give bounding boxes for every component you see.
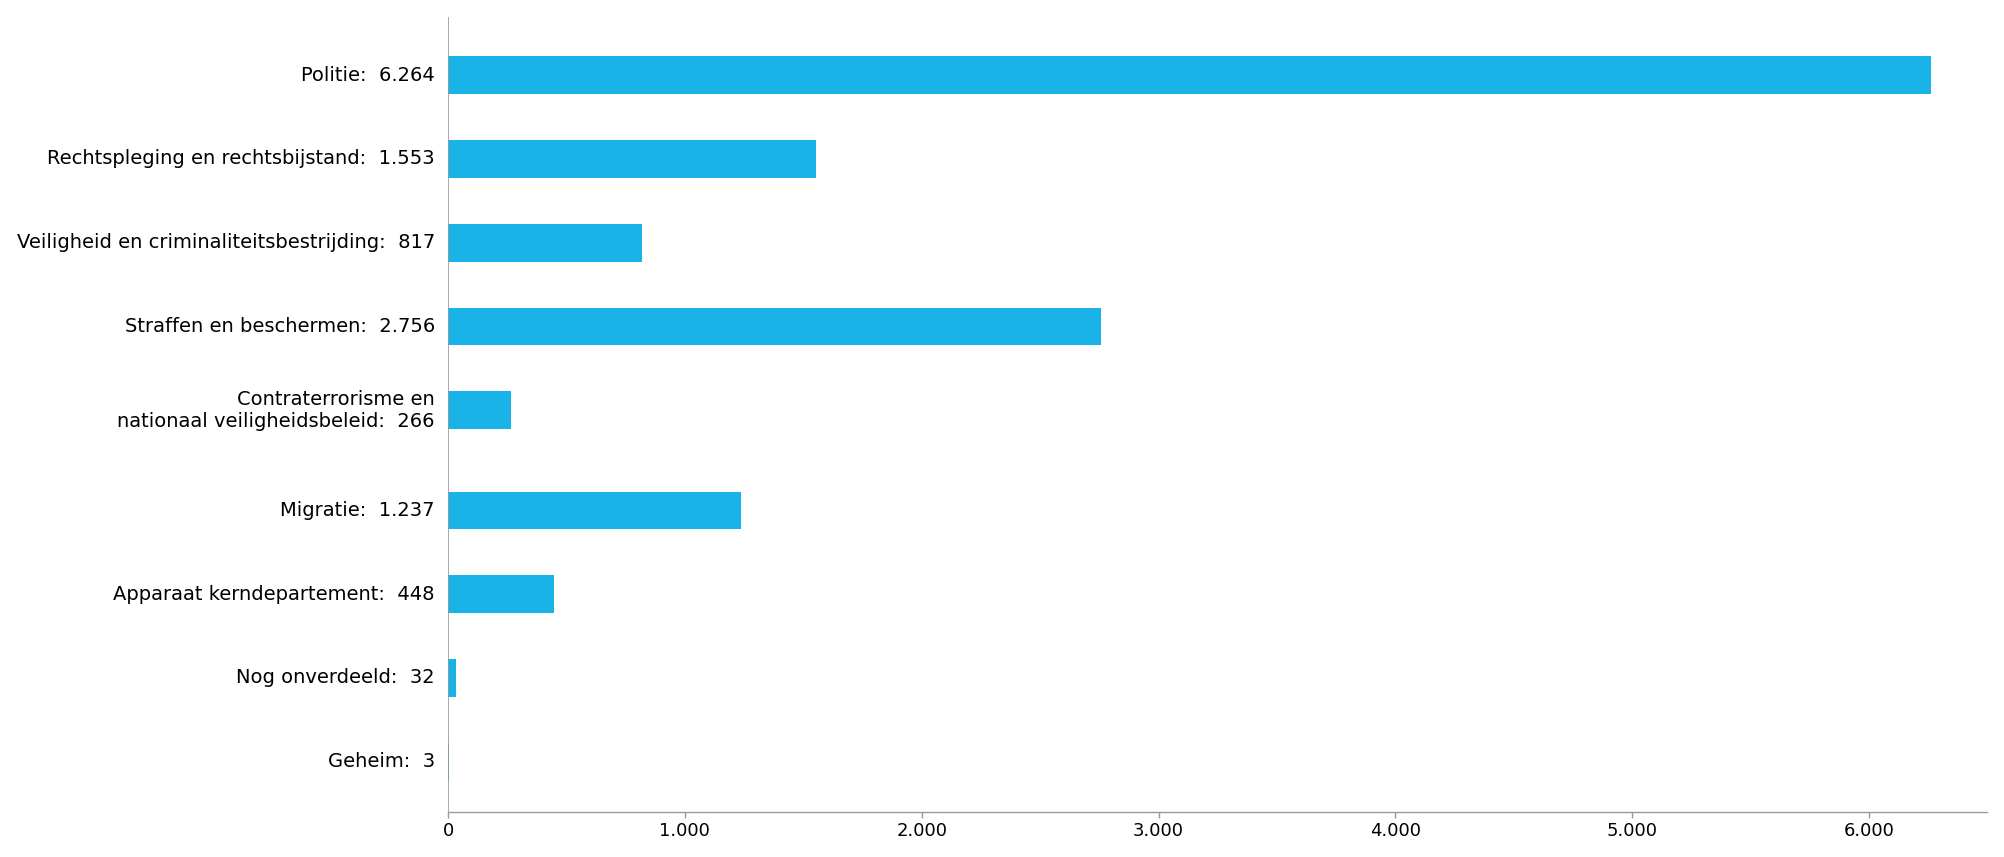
- Bar: [449, 392, 511, 429]
- Bar: [449, 575, 555, 613]
- Bar: [449, 659, 455, 697]
- Bar: [449, 57, 1932, 94]
- Bar: [449, 224, 641, 261]
- Bar: [449, 308, 1100, 345]
- Bar: [449, 492, 741, 530]
- Bar: [449, 141, 816, 177]
